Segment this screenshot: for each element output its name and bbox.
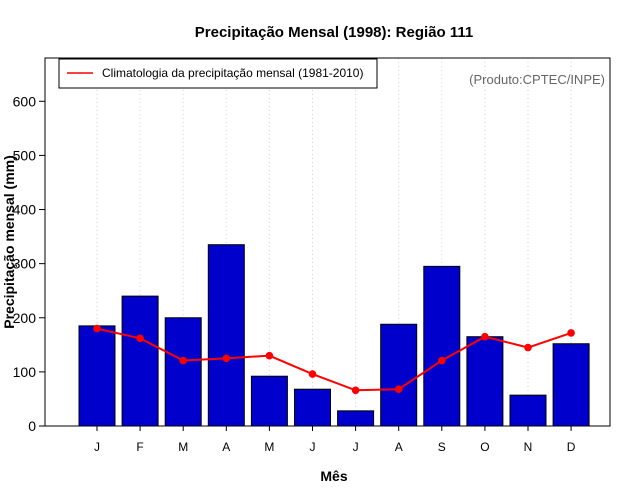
bar-8 [380,323,418,427]
x-tick-label: O [480,440,489,454]
bar-series [78,244,590,427]
climatology-point-1 [93,324,101,333]
climatology-point-8 [394,385,403,394]
climatology-point-2 [136,334,144,343]
x-tick-label: M [178,440,188,454]
x-tick-label: J [94,440,100,454]
bar-7 [337,410,375,427]
climatology-line-series [93,324,575,395]
bar-10 [466,336,504,427]
bar-12 [552,343,590,427]
x-tick-label: A [222,440,230,454]
x-tick-label: A [395,440,403,454]
climatology-point-5 [265,351,274,360]
bar-6 [294,388,331,427]
bar-4 [207,244,245,427]
climatology-line [96,327,572,392]
climatology-point-9 [438,356,446,365]
climatology-point-7 [351,386,360,395]
y-tick-label: 0 [28,418,36,434]
bar-5 [250,375,288,427]
legend-label: Climatologia da precipitação mensal (198… [102,66,363,80]
x-tick-label: J [353,440,359,454]
chart-title: Precipitação Mensal (1998): Região 111 [195,24,473,41]
y-tick-label: 500 [13,147,37,163]
y-tick-label: 400 [13,202,37,218]
x-tick-label: M [264,440,274,454]
x-tick-label: J [310,440,316,454]
y-tick-label: 100 [13,364,37,380]
climatology-point-6 [308,370,317,378]
bar-9 [423,265,461,427]
x-tick-label: D [567,440,576,454]
climatology-point-10 [481,332,489,341]
source-note: (Produto:CPTEC/INPE) [469,72,605,87]
y-axis-title: Precipitação mensal (mm) [1,155,17,329]
plot-frame [44,57,611,427]
x-tick-label: S [438,440,446,454]
bar-11 [509,394,547,427]
climatology-point-11 [524,343,532,352]
bar-2 [121,295,159,427]
x-tick-label: F [136,440,143,454]
y-tick-label: 300 [13,256,37,272]
climatology-point-12 [567,329,575,337]
bar-1 [78,325,116,427]
climatology-point-4 [222,354,231,363]
legend: Climatologia da precipitação mensal (198… [58,58,378,89]
legend-box [58,58,378,89]
climatology-point-3 [179,356,187,365]
x-axis-title: Mês [320,468,347,484]
y-tick-label: 600 [13,93,37,109]
vertical-gridlines [96,58,572,426]
x-tick-label: N [524,440,533,454]
y-tick-label: 200 [13,310,37,326]
y-axis: 0 100 200 300 400 500 600 [13,93,45,434]
bar-3 [164,317,202,427]
